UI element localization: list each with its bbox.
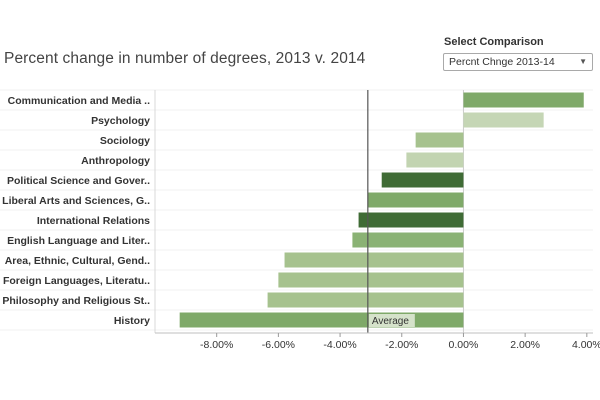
category-label: Anthropology bbox=[81, 155, 150, 167]
bar bbox=[406, 152, 464, 168]
select-comparison-label: Select Comparison bbox=[444, 36, 544, 48]
bar bbox=[278, 272, 464, 288]
category-label: History bbox=[114, 315, 150, 327]
bar bbox=[463, 92, 584, 108]
bar bbox=[179, 312, 464, 328]
bar bbox=[381, 172, 464, 188]
comparison-dropdown-value: Percnt Chnge 2013-14 bbox=[449, 56, 555, 68]
x-tick-label: 2.00% bbox=[510, 339, 540, 351]
bar bbox=[267, 292, 464, 308]
bar bbox=[352, 232, 464, 248]
category-label: Communication and Media .. bbox=[8, 95, 150, 107]
x-tick-label: -6.00% bbox=[262, 339, 295, 351]
x-tick-label: -2.00% bbox=[385, 339, 418, 351]
category-label: Area, Ethnic, Cultural, Gend.. bbox=[5, 255, 150, 267]
category-label: Foreign Languages, Literatu.. bbox=[3, 275, 150, 287]
category-label: Sociology bbox=[100, 135, 150, 147]
chevron-down-icon: ▼ bbox=[579, 57, 587, 66]
x-tick-label: 0.00% bbox=[449, 339, 479, 351]
bar bbox=[367, 192, 464, 208]
x-tick-label: -4.00% bbox=[323, 339, 356, 351]
category-label: Liberal Arts and Sciences, G.. bbox=[2, 195, 150, 207]
average-label-bg bbox=[368, 314, 415, 327]
x-tick-label: 4.00% bbox=[572, 339, 600, 351]
bar bbox=[463, 112, 544, 128]
chart-title: Percent change in number of degrees, 201… bbox=[4, 50, 366, 67]
category-label: Psychology bbox=[91, 115, 150, 127]
bar bbox=[284, 252, 464, 268]
bar bbox=[358, 212, 464, 228]
x-tick-label: -8.00% bbox=[200, 339, 233, 351]
average-label: Average bbox=[372, 316, 410, 327]
category-label: Philosophy and Religious St.. bbox=[2, 295, 150, 307]
category-label: Political Science and Gover.. bbox=[7, 175, 150, 187]
category-label: English Language and Liter.. bbox=[7, 235, 150, 247]
bar bbox=[415, 132, 464, 148]
category-label: International Relations bbox=[37, 215, 150, 227]
comparison-dropdown[interactable]: Percnt Chnge 2013-14 ▼ bbox=[443, 53, 593, 71]
